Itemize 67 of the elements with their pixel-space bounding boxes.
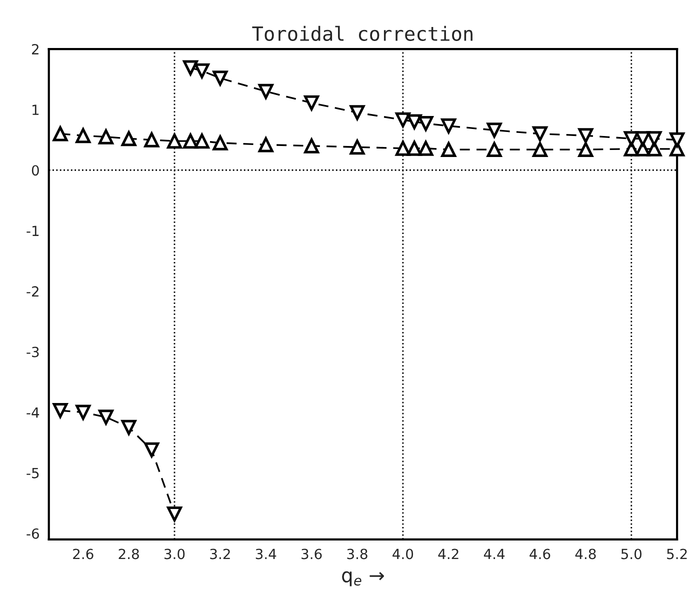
point bbox=[578, 142, 594, 158]
x-tick-label: 4.4 bbox=[484, 548, 505, 560]
y-tick-label: -1 bbox=[26, 226, 39, 236]
point bbox=[98, 129, 114, 144]
point bbox=[212, 70, 228, 86]
y-tick-label: -2 bbox=[26, 286, 38, 296]
point bbox=[304, 138, 320, 154]
point bbox=[304, 95, 320, 110]
point bbox=[167, 506, 182, 522]
point bbox=[578, 128, 594, 144]
x-tick-label: 4.8 bbox=[575, 548, 596, 560]
point bbox=[441, 118, 456, 134]
x-tick-label: 2.6 bbox=[73, 548, 94, 560]
point bbox=[258, 84, 274, 99]
point bbox=[194, 134, 210, 149]
point bbox=[486, 122, 502, 138]
point bbox=[258, 137, 274, 152]
x-tick-label: 3.4 bbox=[256, 548, 276, 560]
point bbox=[418, 140, 434, 156]
x-tick-label: 4.0 bbox=[392, 548, 414, 560]
x-tick-label: 4.2 bbox=[438, 548, 458, 560]
point bbox=[121, 131, 136, 146]
x-tick-label: 5.0 bbox=[621, 548, 642, 560]
point bbox=[98, 410, 114, 425]
point bbox=[182, 60, 198, 76]
point bbox=[624, 131, 639, 146]
point bbox=[182, 134, 198, 149]
x-tick-label: 5.2 bbox=[667, 548, 687, 560]
y-tick-label: -5 bbox=[26, 468, 39, 478]
point bbox=[406, 114, 422, 130]
x-tick-label: 4.6 bbox=[530, 548, 550, 560]
x-tick-label: 3.0 bbox=[164, 548, 185, 560]
point bbox=[76, 404, 91, 420]
x-axis-title: q$_{e}$ → bbox=[342, 571, 384, 586]
point bbox=[52, 402, 68, 418]
point bbox=[350, 105, 365, 120]
point bbox=[194, 63, 210, 78]
point bbox=[52, 126, 68, 142]
point bbox=[395, 112, 410, 128]
x-tick-label: 3.2 bbox=[210, 548, 230, 560]
point bbox=[418, 116, 434, 132]
y-tick-label: 1 bbox=[32, 104, 39, 115]
y-tick-label: 2 bbox=[32, 44, 38, 54]
chart-title: Toroidal correction bbox=[252, 26, 472, 41]
point bbox=[144, 442, 160, 458]
point bbox=[532, 126, 548, 142]
point bbox=[395, 140, 410, 156]
point bbox=[406, 140, 422, 156]
point bbox=[635, 131, 650, 146]
y-tick-label: -6 bbox=[26, 528, 39, 539]
point bbox=[441, 142, 456, 158]
y-tick-label: -3 bbox=[26, 346, 39, 358]
y-tick-label: 0 bbox=[32, 165, 39, 176]
point bbox=[670, 132, 685, 148]
x-tick-label: 3.8 bbox=[347, 548, 368, 560]
point bbox=[121, 420, 136, 435]
point bbox=[646, 131, 662, 146]
x-tick-label: 3.6 bbox=[302, 548, 322, 560]
x-tick-label: 2.8 bbox=[118, 548, 139, 560]
point bbox=[212, 135, 228, 150]
point bbox=[76, 128, 91, 144]
point bbox=[532, 142, 548, 158]
y-tick-label: -4 bbox=[26, 407, 40, 418]
point bbox=[350, 140, 365, 155]
point bbox=[167, 134, 182, 149]
point bbox=[486, 142, 502, 158]
point bbox=[144, 132, 160, 148]
